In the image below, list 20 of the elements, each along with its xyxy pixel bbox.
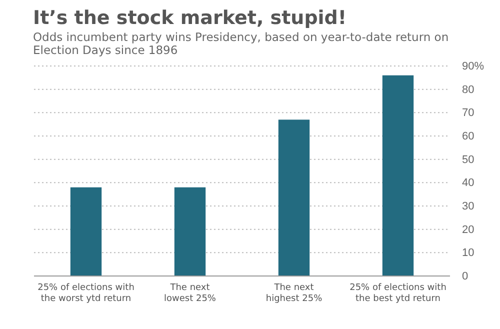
x-tick-label: The next lowest 25% [164,283,216,304]
bar [70,187,102,276]
chart-subtitle: Odds incumbent party wins Presidency, based on year-to-date return on Election Days since 1896 [33,30,449,57]
chart-title: It’s the stock market, stupid! [33,7,347,29]
bar [278,120,310,276]
y-tick-label: 70 [462,107,474,120]
y-tick-label: 20 [462,224,474,236]
y-tick-label: 10 [462,247,474,260]
x-tick-label: 25% of elections with the worst ytd return [38,283,134,304]
x-tick-label: 25% of elections with the best ytd return [350,283,446,304]
y-tick-label: 40 [462,177,474,190]
y-tick-label: 30 [462,200,474,213]
y-tick-label: 90% [462,60,484,73]
bar [382,75,414,276]
y-tick-label: 50 [462,154,474,166]
bar [174,187,206,276]
x-tick-label: The next highest 25% [266,283,323,304]
y-tick-label: 80 [462,84,474,96]
y-tick-label: 60 [462,130,474,143]
y-tick-label: 0 [462,270,468,283]
